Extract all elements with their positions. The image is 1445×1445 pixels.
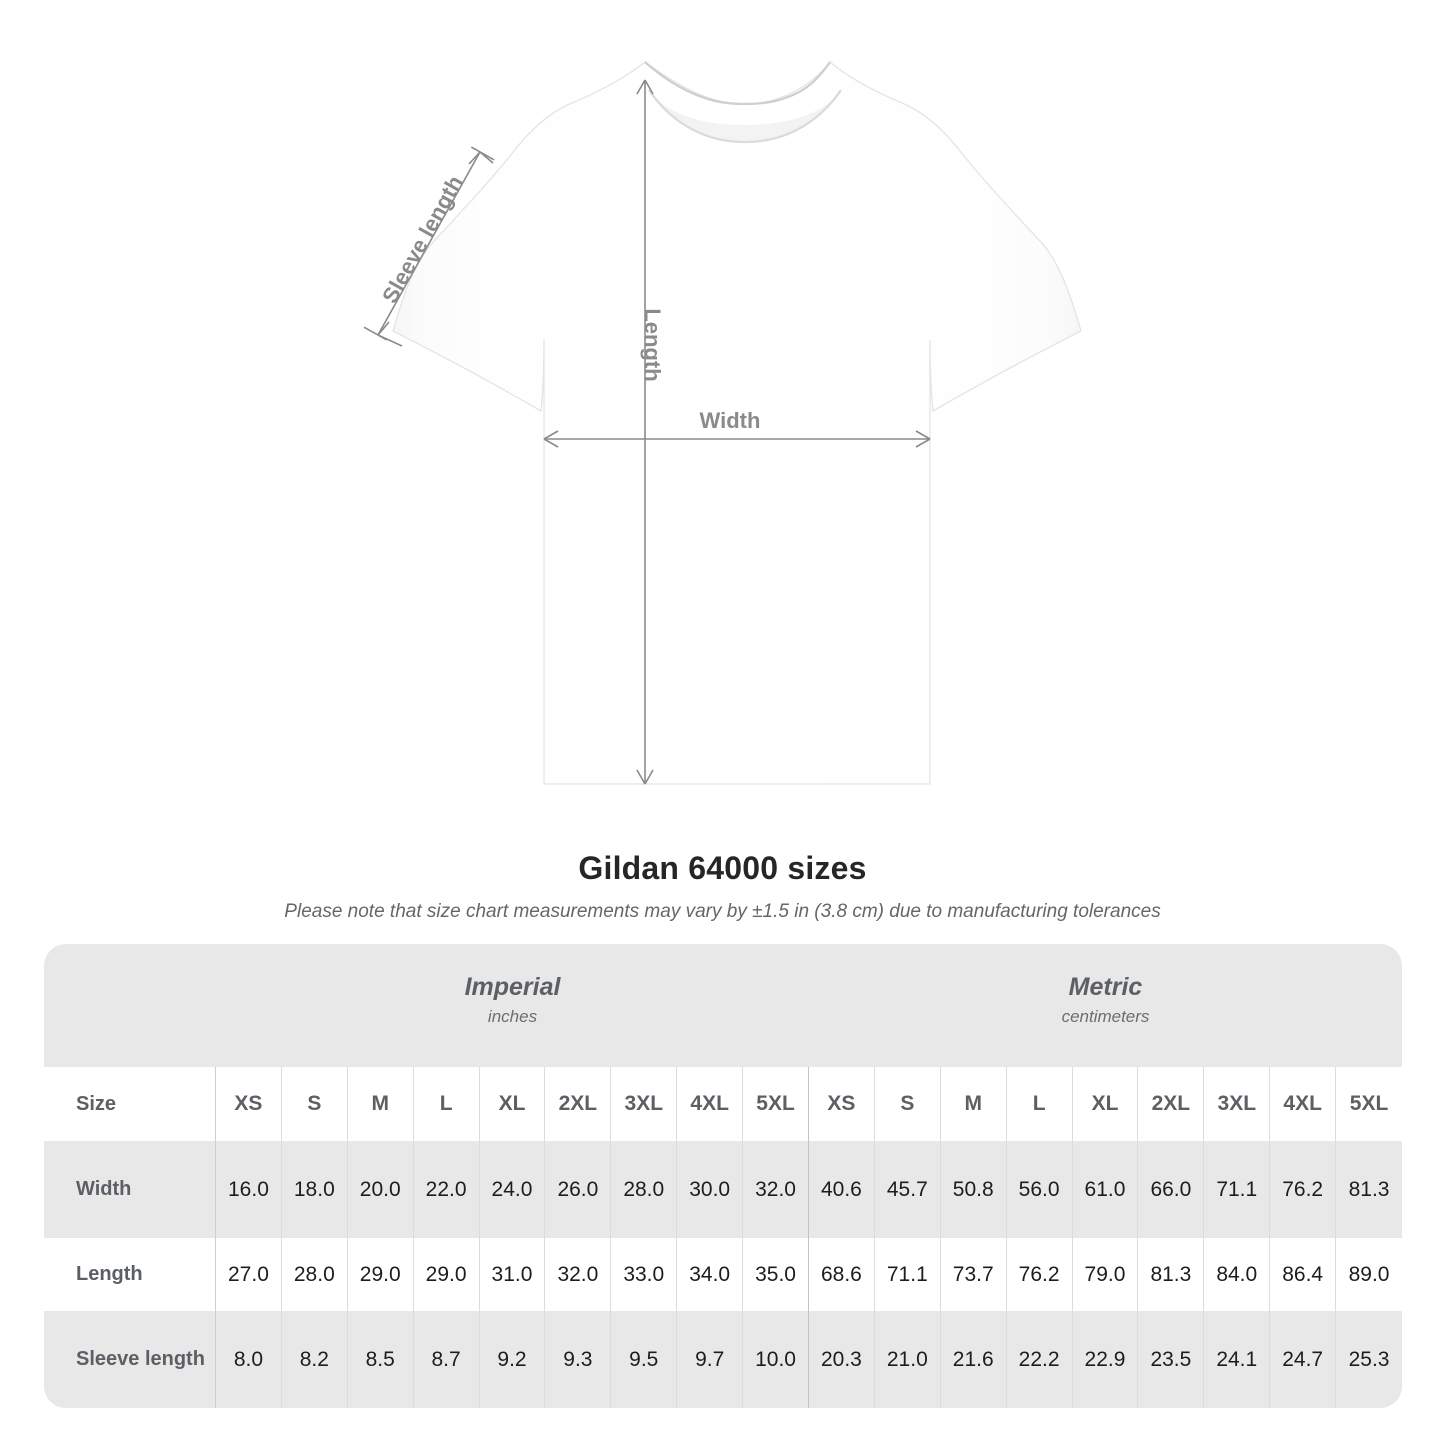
svg-text:Length: Length bbox=[640, 308, 665, 381]
svg-text:Width: Width bbox=[700, 408, 761, 433]
